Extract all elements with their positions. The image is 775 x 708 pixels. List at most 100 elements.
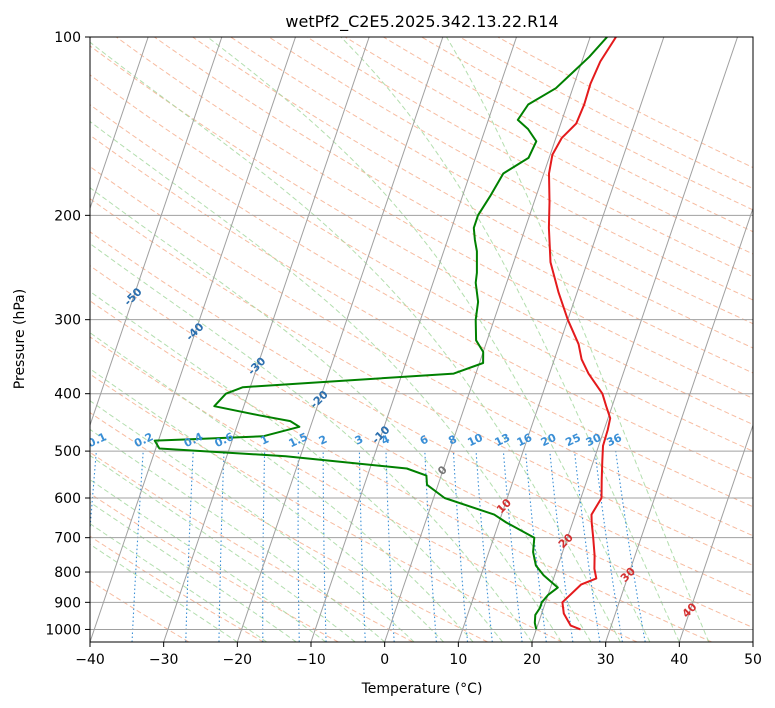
dry-adiabat xyxy=(154,37,753,374)
plot-frame xyxy=(89,36,754,643)
isotherm-line xyxy=(384,37,591,642)
y-axis-label: Pressure (hPa) xyxy=(12,289,28,389)
isotherm-label: 10 xyxy=(494,496,514,516)
moist-adiabat xyxy=(340,37,680,642)
mixing-ratio-label: 2 xyxy=(317,433,329,448)
y-tick-label: 300 xyxy=(54,313,81,329)
moist-adiabat xyxy=(90,290,503,642)
dry-adiabat xyxy=(90,198,753,566)
mixing-ratio-label: 3 xyxy=(353,433,365,448)
dry-adiabat xyxy=(90,134,753,508)
x-axis-label: Temperature (°C) xyxy=(361,681,483,697)
dry-adiabat xyxy=(383,37,753,233)
mixing-ratio-line xyxy=(573,451,601,642)
y-tick-label: 200 xyxy=(54,208,81,224)
isotherm-line xyxy=(90,37,149,210)
x-tick-label: −10 xyxy=(296,652,326,668)
dry-adiabat xyxy=(230,37,753,325)
mixing-ratio-label: 0.6 xyxy=(213,430,236,450)
dry-adiabat xyxy=(90,493,339,642)
mixing-ratio-label: 25 xyxy=(563,431,582,449)
dry-adiabat xyxy=(268,37,753,301)
mixing-ratio-line xyxy=(594,451,623,642)
dry-adiabat xyxy=(459,37,753,190)
mixing-ratio-label: 10 xyxy=(466,431,486,449)
mixing-ratio-line xyxy=(385,451,395,642)
moist-adiabat xyxy=(90,368,444,642)
isotherm-label: -40 xyxy=(183,320,206,343)
dry-adiabat xyxy=(497,37,753,169)
isotherm-label: -70 xyxy=(6,190,29,213)
x-tick-label: −20 xyxy=(223,652,253,668)
moist-adiabat xyxy=(207,37,651,642)
mixing-ratio-label: 20 xyxy=(539,431,559,449)
y-tick-label: 900 xyxy=(54,595,81,611)
moist-adiabat xyxy=(90,501,297,642)
series-layer xyxy=(153,37,617,631)
mixing-ratio-line xyxy=(185,451,194,642)
x-axis: −40 −30 −20 −10 0 10 20 30 40 50 xyxy=(75,642,762,668)
dry-adiabat xyxy=(90,535,264,642)
y-tick-label: 100 xyxy=(54,30,81,46)
isotherm-line xyxy=(90,37,296,642)
dry-adiabat xyxy=(90,74,753,452)
x-tick-label: 0 xyxy=(380,652,389,668)
x-tick-label: −40 xyxy=(75,652,105,668)
y-tick-label: 500 xyxy=(54,444,81,460)
isotherm-line xyxy=(163,37,370,642)
dry-adiabat xyxy=(90,265,753,629)
isotherm-label: -50 xyxy=(121,285,144,308)
y-tick-label: 600 xyxy=(54,491,81,507)
dry-adiabat xyxy=(192,37,753,349)
isotherm-label: -60 xyxy=(63,239,86,262)
mixing-ratio-label: 30 xyxy=(584,431,604,449)
y-tick-label: 400 xyxy=(54,387,81,403)
moist-adiabat xyxy=(90,523,268,642)
dry-adiabat xyxy=(116,37,753,399)
x-tick-label: 50 xyxy=(744,652,762,668)
mixing-ratio-label: 16 xyxy=(515,431,535,449)
mixing-ratio-line xyxy=(358,451,366,642)
mixing-ratio-line xyxy=(218,451,225,642)
isotherm-line xyxy=(310,37,517,642)
isotherm-line xyxy=(678,423,753,642)
dry-adiabat xyxy=(344,37,753,255)
mixing-ratio-line xyxy=(297,451,300,642)
moist-adiabat xyxy=(90,543,238,642)
mixing-ratio-label: 36 xyxy=(604,431,624,449)
mixing-ratio-line xyxy=(452,451,469,642)
mixing-ratio-line xyxy=(322,451,327,642)
mixing-ratio-label: 8 xyxy=(446,433,458,448)
mixing-ratio-label: 1.5 xyxy=(287,430,310,450)
isotherm-line xyxy=(457,37,665,642)
mixing-ratio-line xyxy=(262,451,266,642)
moist-adiabat xyxy=(90,187,562,642)
temperature-line xyxy=(547,37,617,631)
isotherm-line xyxy=(752,640,753,642)
dry-adiabat xyxy=(90,373,563,642)
isotherm-label: -20 xyxy=(308,388,331,411)
mixing-ratio-line xyxy=(90,451,97,536)
dry-adiabat xyxy=(306,37,753,278)
y-tick-label: 700 xyxy=(54,531,81,547)
moist-adiabat xyxy=(90,479,326,642)
y-axis: 100 200 300 400 500 600 700 800 900 1000 xyxy=(45,30,90,638)
dry-adiabat xyxy=(90,300,712,642)
moist-adiabat xyxy=(90,41,621,642)
isotherm-line xyxy=(90,37,223,427)
background-lines xyxy=(90,37,753,642)
dry-adiabat xyxy=(421,37,753,211)
isotherm-line xyxy=(531,37,738,642)
mixing-ratio-label: 13 xyxy=(493,431,512,449)
moist-adiabat xyxy=(90,454,356,642)
x-tick-label: 20 xyxy=(523,652,541,668)
isotherm-label: -30 xyxy=(245,354,268,377)
isotherm-line xyxy=(605,206,753,642)
isotherm-line xyxy=(236,37,444,642)
mixing-ratio-line xyxy=(549,451,574,642)
dewpoint-line xyxy=(153,37,608,630)
mixing-ratio-line xyxy=(525,451,547,642)
x-tick-label: −30 xyxy=(149,652,179,668)
mixing-ratio-line xyxy=(131,451,144,642)
